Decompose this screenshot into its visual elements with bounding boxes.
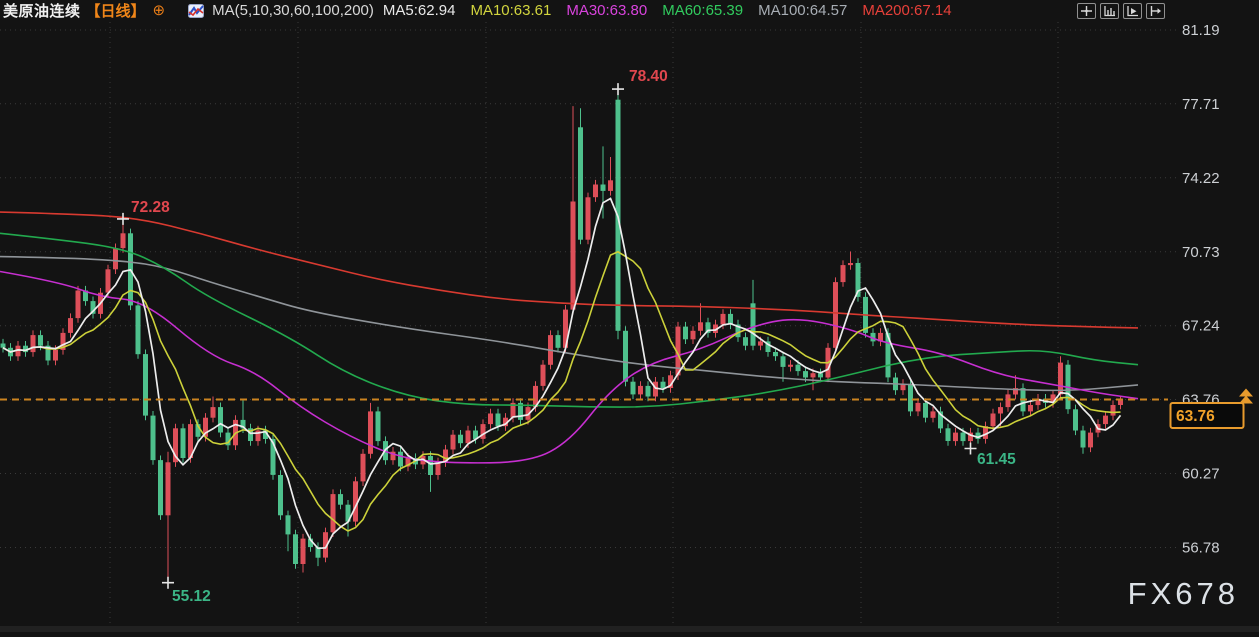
svg-text:63.76: 63.76 bbox=[1176, 408, 1215, 425]
symbol-name: 美原油连续 bbox=[3, 3, 81, 20]
ma-value-label: MA100:64.57 bbox=[758, 2, 848, 19]
svg-text:70.73: 70.73 bbox=[1182, 244, 1220, 261]
svg-text:74.22: 74.22 bbox=[1182, 170, 1220, 187]
svg-text:72.28: 72.28 bbox=[131, 199, 170, 216]
ma-value-label: MA60:65.39 bbox=[662, 2, 744, 19]
svg-text:55.12: 55.12 bbox=[172, 588, 211, 605]
play-forward-button[interactable] bbox=[1123, 2, 1142, 19]
crosshair-icon bbox=[1081, 5, 1092, 16]
ma-values: MA5:62.94 MA10:63.61 MA30:63.80 MA60:65.39 M… bbox=[383, 2, 952, 19]
ma-parameters-label: MA(5,10,30,60,100,200) bbox=[212, 2, 374, 19]
crosshair-tool-button[interactable] bbox=[1077, 2, 1096, 19]
bottom-strip bbox=[0, 626, 1259, 632]
ma-value-label: MA5:62.94 bbox=[382, 2, 456, 19]
chart-toolbar bbox=[1077, 2, 1165, 19]
svg-text:77.71: 77.71 bbox=[1182, 96, 1220, 113]
add-indicator-icon[interactable]: ⊕ bbox=[152, 2, 166, 19]
watermark: FX678 bbox=[1127, 576, 1239, 611]
play-chart-icon bbox=[1127, 5, 1138, 16]
arrow-exit-icon bbox=[1150, 5, 1161, 16]
indicator-window-button[interactable] bbox=[1100, 2, 1119, 19]
ma-value-label: MA200:67.14 bbox=[862, 2, 952, 19]
candlestick-chart-icon[interactable] bbox=[188, 3, 205, 18]
svg-text:60.27: 60.27 bbox=[1182, 466, 1220, 483]
ma-value-label: MA30:63.80 bbox=[566, 2, 648, 19]
svg-text:81.19: 81.19 bbox=[1182, 22, 1220, 39]
bar-chart-axis-icon bbox=[1104, 5, 1115, 16]
svg-text:61.45: 61.45 bbox=[977, 451, 1016, 468]
ma-value-label: MA10:63.61 bbox=[470, 2, 552, 19]
svg-text:67.24: 67.24 bbox=[1182, 318, 1220, 335]
svg-text:78.40: 78.40 bbox=[629, 68, 668, 85]
period-label[interactable]: 【日线】 bbox=[85, 3, 146, 20]
exit-panel-button[interactable] bbox=[1146, 2, 1165, 19]
svg-text:56.78: 56.78 bbox=[1182, 540, 1220, 557]
top-bar: 美原油连续 【日线】 ⊕ MA(5,10,30,60,100,200) MA5:… bbox=[0, 0, 1259, 21]
